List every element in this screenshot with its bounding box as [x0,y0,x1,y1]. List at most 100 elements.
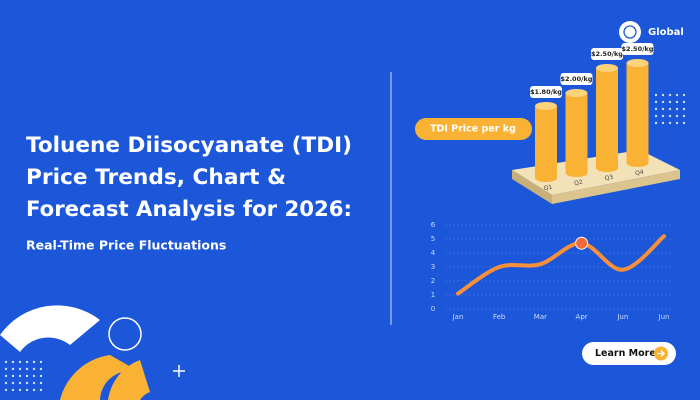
dot [4,374,8,378]
dot [654,114,658,118]
globe-icon [619,21,641,43]
dot [668,93,672,97]
bar [596,68,618,168]
value-label: $2.50/kg [622,45,654,53]
subtitle: Real-Time Price Fluctuations [26,238,226,253]
dot [675,100,679,104]
x-tick-label: Jun [658,313,670,321]
dot [668,107,672,111]
dot [682,100,686,104]
dot [4,381,8,385]
value-label-box [591,48,623,60]
learn-more-label[interactable]: Learn More [595,348,656,359]
badge: Global [648,27,684,38]
value-label: $2.50/kg [591,50,623,58]
platform [512,170,552,204]
dot [661,107,665,111]
dot [18,360,22,364]
y-tick-label: 2 [431,277,435,285]
category-label: Q1 [543,184,553,193]
dot [668,121,672,125]
y-tick-label: 5 [431,235,435,243]
dot [682,107,686,111]
dot [675,93,679,97]
category-label: Q4 [635,169,645,178]
learn-more-button[interactable] [582,342,676,365]
dot [32,381,36,385]
dot [668,114,672,118]
dot [654,107,658,111]
dot [39,388,43,392]
value-label-box [560,73,593,85]
dot [32,388,36,392]
dot [11,374,15,378]
x-tick-label: Jan [452,313,464,321]
dot [32,360,36,364]
dot [18,367,22,371]
dot [11,388,15,392]
category-label: Q2 [574,179,584,188]
dot [675,114,679,118]
title-line: Forecast Analysis for 2026: [26,197,352,221]
dot [18,388,22,392]
globe-icon [623,25,637,39]
dot [18,381,22,385]
dot [39,360,43,364]
dot [675,107,679,111]
bar-top [626,59,649,67]
dot [682,114,686,118]
title-line: Toluene Diisocyanate (TDI) [26,133,352,157]
bar-foot [626,159,649,167]
dot [32,374,36,378]
y-tick-label: 0 [431,305,435,313]
dot [654,93,658,97]
y-tick-label: 4 [431,249,436,257]
value-label-box [621,43,654,55]
bar-top [565,89,588,97]
dot [661,93,665,97]
platform [552,170,680,204]
dot [4,360,8,364]
arrow-icon[interactable] [657,350,665,357]
dot [39,367,43,371]
bar [565,93,588,173]
dot [11,367,15,371]
dot [25,381,29,385]
x-tick-label: Apr [576,313,588,321]
highlight-point [575,236,589,250]
dot [675,121,679,125]
bar [626,63,649,163]
x-tick-label: Jun [616,313,628,321]
category-label: Q3 [604,174,614,183]
bar-top [596,64,618,72]
dot [668,100,672,104]
dot [4,388,8,392]
dot [654,100,658,104]
dot [682,121,686,125]
x-tick-label: Mar [534,313,547,321]
dot [32,367,36,371]
chart-title: TDI Price per kg [430,124,516,135]
dot [661,121,665,125]
value-label: $2.00/kg [561,75,593,83]
y-tick-label: 6 [431,221,436,229]
dot [11,381,15,385]
y-tick-label: 1 [431,291,435,299]
decor [0,93,686,400]
dot [11,360,15,364]
value-label-box [530,86,562,98]
chart-badge [415,118,532,140]
dot [661,100,665,104]
bar-top [535,102,557,110]
bar-foot [535,174,557,182]
bar-foot [596,164,618,172]
line [456,234,666,296]
dot [39,381,43,385]
dot [25,367,29,371]
title-line: Price Trends, Chart & [26,165,286,189]
dot [25,360,29,364]
dot [39,374,43,378]
dot [25,374,29,378]
